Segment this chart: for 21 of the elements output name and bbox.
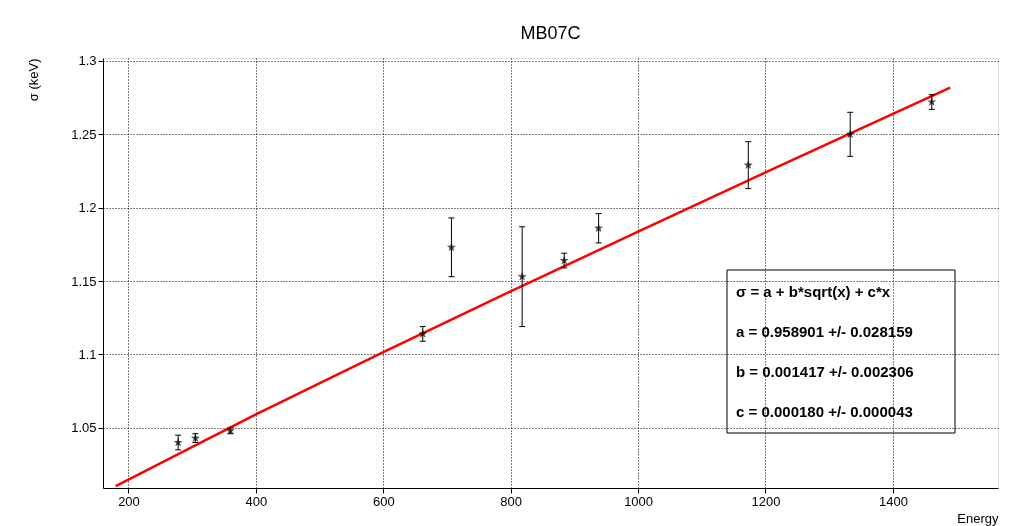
y-tick-label: 1.15 xyxy=(71,273,97,289)
annotation: σ = a + b*sqrt(x) + c*x xyxy=(736,283,891,300)
x-tick-label: 600 xyxy=(372,493,395,509)
x-axis-title: Energy xyxy=(957,510,999,526)
x-tick-label: 1200 xyxy=(751,493,781,509)
x-tick-label: 1000 xyxy=(624,493,654,509)
annotation: c = 0.000180 +/- 0.000043 xyxy=(736,403,913,420)
x-tick-label: 200 xyxy=(118,493,140,509)
x-tick-label: 1400 xyxy=(878,493,908,509)
y-tick-label: 1.05 xyxy=(71,420,97,436)
line-series xyxy=(114,86,952,488)
annotation: a = 0.958901 +/- 0.028159 xyxy=(736,323,913,340)
y-tick-label: 1.2 xyxy=(78,200,97,216)
annotation: b = 0.001417 +/- 0.002306 xyxy=(736,363,914,380)
y-tick-label: 1.3 xyxy=(78,53,97,69)
y-tick-label: 1.1 xyxy=(78,346,97,362)
y-axis-title: σ (keV) xyxy=(26,58,42,102)
x-tick-label: 800 xyxy=(500,493,523,509)
chart-title: MB07C xyxy=(520,22,581,43)
x-tick-label: 400 xyxy=(245,493,268,509)
y-tick-label: 1.25 xyxy=(71,126,97,142)
